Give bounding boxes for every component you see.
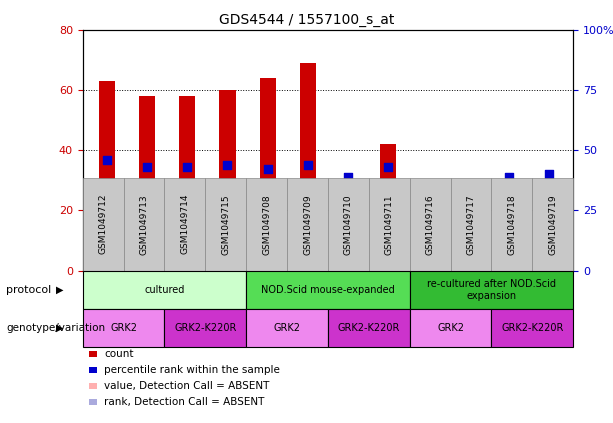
Point	[383, 164, 393, 170]
Text: GSM1049717: GSM1049717	[466, 194, 476, 255]
Text: ▶: ▶	[56, 323, 64, 333]
Point	[102, 157, 112, 163]
Text: GSM1049713: GSM1049713	[140, 194, 148, 255]
Text: ▶: ▶	[56, 285, 64, 295]
Bar	[340, 183, 356, 271]
Bar	[179, 96, 196, 271]
Text: cultured: cultured	[144, 285, 185, 295]
Text: GRK2: GRK2	[273, 323, 300, 333]
Text: GRK2: GRK2	[110, 323, 137, 333]
Point	[464, 214, 474, 221]
Point	[343, 173, 353, 180]
Bar	[463, 244, 474, 271]
Text: GSM1049715: GSM1049715	[221, 194, 230, 255]
Bar	[139, 96, 155, 271]
Text: GSM1049712: GSM1049712	[99, 194, 108, 255]
Point	[263, 166, 273, 173]
Text: GSM1049718: GSM1049718	[508, 194, 516, 255]
Text: genotype/variation: genotype/variation	[6, 323, 105, 333]
Text: count: count	[104, 349, 134, 359]
Text: GSM1049719: GSM1049719	[548, 194, 557, 255]
Point	[182, 164, 192, 170]
Bar	[501, 190, 517, 271]
Text: GSM1049709: GSM1049709	[303, 194, 312, 255]
Text: protocol: protocol	[6, 285, 51, 295]
Text: GSM1049710: GSM1049710	[344, 194, 353, 255]
Text: GDS4544 / 1557100_s_at: GDS4544 / 1557100_s_at	[219, 13, 394, 27]
Text: NOD.Scid mouse-expanded: NOD.Scid mouse-expanded	[261, 285, 395, 295]
Text: GRK2-K220R: GRK2-K220R	[338, 323, 400, 333]
Bar	[99, 81, 115, 271]
Point	[544, 171, 554, 178]
Text: rank, Detection Call = ABSENT: rank, Detection Call = ABSENT	[104, 397, 265, 407]
Text: value, Detection Call = ABSENT: value, Detection Call = ABSENT	[104, 381, 270, 391]
Text: GRK2: GRK2	[437, 323, 464, 333]
Text: GSM1049714: GSM1049714	[180, 194, 189, 255]
Text: GSM1049708: GSM1049708	[262, 194, 271, 255]
Bar	[541, 183, 557, 271]
Bar	[219, 90, 235, 271]
Text: percentile rank within the sample: percentile rank within the sample	[104, 365, 280, 375]
Text: GRK2-K220R: GRK2-K220R	[501, 323, 563, 333]
Text: GRK2-K220R: GRK2-K220R	[174, 323, 237, 333]
Point	[504, 173, 514, 180]
Bar	[380, 144, 396, 271]
Text: GSM1049711: GSM1049711	[385, 194, 394, 255]
Point	[142, 164, 152, 170]
Bar	[300, 63, 316, 271]
Bar	[260, 78, 276, 271]
Text: re-cultured after NOD.Scid
expansion: re-cultured after NOD.Scid expansion	[427, 279, 556, 301]
Point	[223, 161, 232, 168]
Point	[424, 239, 433, 245]
Text: GSM1049716: GSM1049716	[425, 194, 435, 255]
Bar	[423, 265, 433, 271]
Point	[303, 161, 313, 168]
